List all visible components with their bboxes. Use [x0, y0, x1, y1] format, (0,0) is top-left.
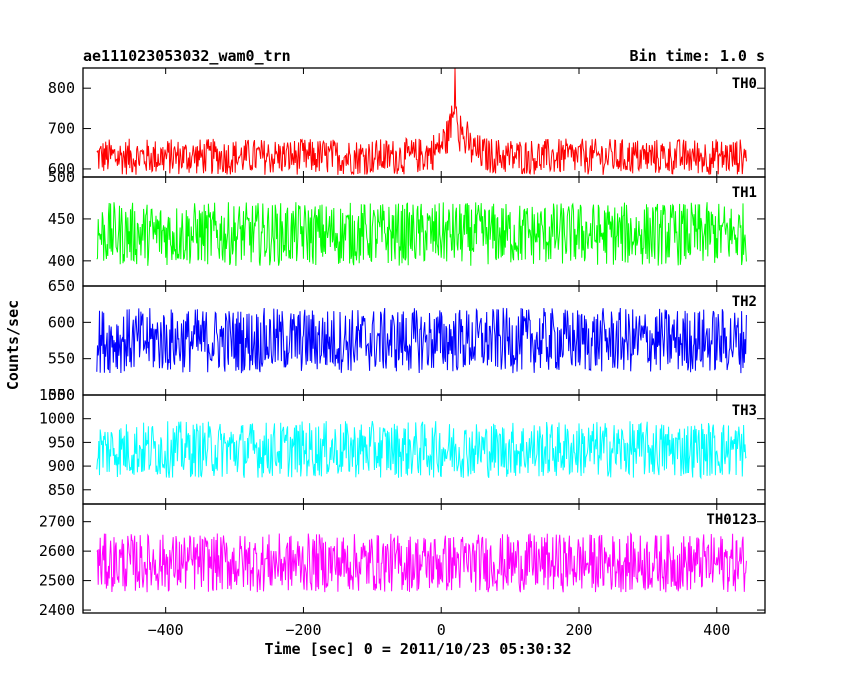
y-tick-label: 500: [48, 386, 75, 404]
y-tick-label: 650: [48, 277, 75, 295]
panel-label: TH0123: [706, 512, 757, 528]
y-tick-label: 800: [48, 79, 75, 97]
y-axis-title: Counts/sec: [4, 300, 22, 390]
y-tick-label: 700: [48, 120, 75, 138]
y-tick-label: 450: [48, 210, 75, 228]
series-line-th0123: [96, 531, 747, 593]
x-tick-label: 0: [437, 621, 446, 639]
x-tick-label: −400: [148, 621, 184, 639]
panel-label: TH2: [732, 294, 757, 310]
panel-th0123: 2400 2500 2600 2700 TH0123: [39, 503, 766, 619]
series-line-th1: [96, 202, 747, 266]
y-tick-label: 400: [48, 252, 75, 270]
x-axis: −400 −200 0 200 400: [148, 621, 731, 639]
panel-th3: 850 900 950 1000 1050 TH3: [39, 386, 766, 505]
panel-label: TH1: [732, 185, 757, 201]
panel-th1: 400 450 500 TH1: [48, 168, 766, 287]
series-line-th2: [96, 307, 747, 374]
panel-frame: [82, 503, 766, 614]
y-tick-label: 2700: [39, 513, 75, 531]
x-tick-label: −200: [285, 621, 321, 639]
panel-th2: 500 550 600 650 TH2: [48, 277, 766, 404]
series-line-th0: [96, 68, 747, 176]
x-tick-label: 400: [703, 621, 730, 639]
panel-th0: 600 700 800 TH0: [48, 67, 766, 178]
panel-label: TH0: [732, 76, 757, 92]
y-tick-label: 950: [48, 433, 75, 451]
y-tick-label: 900: [48, 457, 75, 475]
y-tick-label: 2600: [39, 542, 75, 560]
y-tick-label: 2500: [39, 572, 75, 590]
y-tick-label: 2400: [39, 601, 75, 619]
panels-group: 600 700 800 TH0 400 450 500 TH1 500 550 600 650 TH2 8…: [39, 67, 766, 619]
y-tick-label: 850: [48, 481, 75, 499]
bin-time-label: Bin time: 1.0 s: [630, 47, 765, 65]
y-tick-label: 1000: [39, 410, 75, 428]
y-tick-label: 600: [48, 313, 75, 331]
x-tick-label: 200: [565, 621, 592, 639]
series-line-th3: [96, 421, 747, 480]
chart-title: ae111023053032_wam0_trn: [83, 47, 291, 65]
y-tick-label: 600: [48, 160, 75, 178]
x-axis-title: Time [sec] 0 = 2011/10/23 05:30:32: [264, 640, 571, 658]
y-tick-label: 1050: [39, 386, 75, 404]
panel-frame: [82, 67, 766, 178]
y-tick-label: 550: [48, 350, 75, 368]
y-tick-label: 500: [48, 168, 75, 186]
panel-label: TH3: [732, 403, 757, 419]
